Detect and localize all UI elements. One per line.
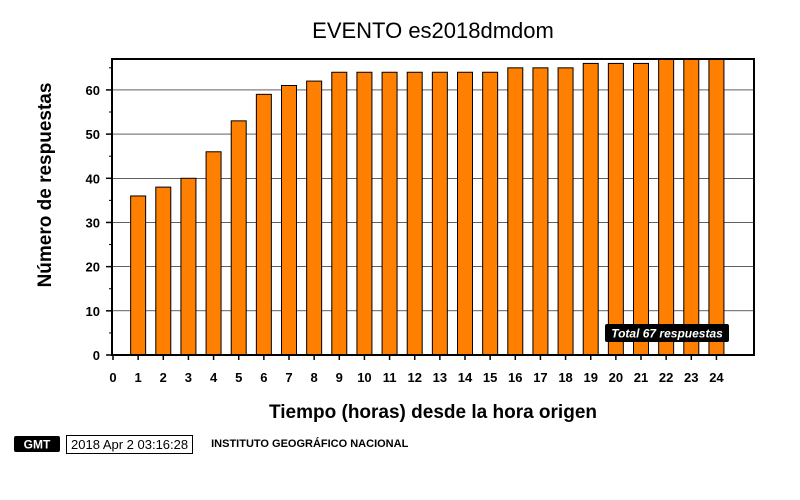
- chart-title: EVENTO es2018dmdom: [312, 18, 554, 43]
- x-tick-label: 23: [684, 370, 698, 385]
- x-tick-label: 8: [311, 370, 318, 385]
- x-tick-label: 9: [336, 370, 343, 385]
- total-annotation-group: Total 67 respuestas: [605, 324, 729, 342]
- bar-18: [557, 67, 574, 356]
- x-tick-label: 21: [634, 370, 648, 385]
- x-axis-label: Tiempo (horas) desde la hora origen: [269, 402, 597, 423]
- gmt-logo-text: GMT: [24, 438, 51, 452]
- bar-11: [381, 71, 398, 356]
- bar-24: [708, 58, 725, 356]
- gmt-logo-mark: GMT: [24, 438, 51, 452]
- bar-6: [255, 93, 272, 356]
- x-tick-label: 15: [483, 370, 497, 385]
- bar-1: [130, 195, 147, 356]
- bar-12: [406, 71, 423, 356]
- footer: GMT 2018 Apr 2 03:16:28 INSTITUTO GEOGRÁ…: [14, 434, 408, 454]
- bar-9: [331, 71, 348, 356]
- timestamp: 2018 Apr 2 03:16:28: [66, 434, 194, 454]
- x-tick-label: 11: [383, 370, 397, 385]
- bar-23: [683, 58, 700, 356]
- y-tick-label: 20: [86, 260, 100, 275]
- total-annotation: Total 67 respuestas: [611, 327, 723, 341]
- x-tick-label: 7: [285, 370, 292, 385]
- y-tick-label: 0: [93, 348, 100, 363]
- bar-10: [356, 71, 373, 356]
- x-tick-label: 5: [235, 370, 242, 385]
- x-tick-label: 20: [609, 370, 623, 385]
- bar-14: [457, 71, 473, 356]
- bars: [130, 58, 725, 356]
- bar-20: [607, 62, 624, 356]
- x-tick-label: 6: [260, 370, 267, 385]
- x-tick-label: 16: [508, 370, 522, 385]
- bar-7: [281, 85, 297, 356]
- bar-8: [306, 80, 323, 356]
- bar-22: [658, 58, 675, 356]
- bar-15: [482, 71, 499, 356]
- x-tick-label: 19: [583, 370, 597, 385]
- x-tick-label: 10: [357, 370, 371, 385]
- x-tick-label: 4: [210, 370, 218, 385]
- x-tick-label: 17: [533, 370, 547, 385]
- x-tick-label: 12: [407, 370, 421, 385]
- bar-13: [431, 71, 448, 356]
- bar-5: [230, 120, 247, 356]
- y-tick-label: 10: [86, 304, 100, 319]
- gmt-logo: GMT: [14, 436, 60, 452]
- y-tick-label: 50: [86, 127, 100, 142]
- bar-3: [180, 177, 197, 356]
- x-tick-label: 3: [185, 370, 192, 385]
- y-ticks: 0 10 20 30 40 50 60: [86, 67, 112, 363]
- x-tick-label: 22: [659, 370, 673, 385]
- plot-frame: [111, 58, 755, 356]
- x-tick-label: 14: [458, 370, 473, 385]
- institution-name: INSTITUTO GEOGRÁFICO NACIONAL: [211, 438, 409, 450]
- bar-17: [532, 67, 549, 356]
- bar-19: [582, 62, 599, 356]
- x-tick-label: 0: [109, 370, 116, 385]
- x-tick-label: 18: [558, 370, 572, 385]
- bar-21: [633, 62, 649, 356]
- x-tick-label: 24: [709, 370, 724, 385]
- x-ticks: 0 1 2 3 4 5 6 7 8 9 10 11 12 13 14 15 16 17 18 19 20 21 22 23 24: [109, 355, 724, 385]
- total-annotation-box: [605, 324, 729, 342]
- y-tick-label: 30: [86, 215, 100, 230]
- bar-16: [507, 67, 524, 356]
- bar-2: [155, 186, 172, 356]
- x-tick-label: 2: [160, 370, 167, 385]
- y-tick-label: 40: [86, 171, 100, 186]
- bar-4: [205, 151, 222, 356]
- x-tick-label: 1: [135, 370, 142, 385]
- x-tick-label: 13: [433, 370, 447, 385]
- y-tick-label: 60: [86, 83, 100, 98]
